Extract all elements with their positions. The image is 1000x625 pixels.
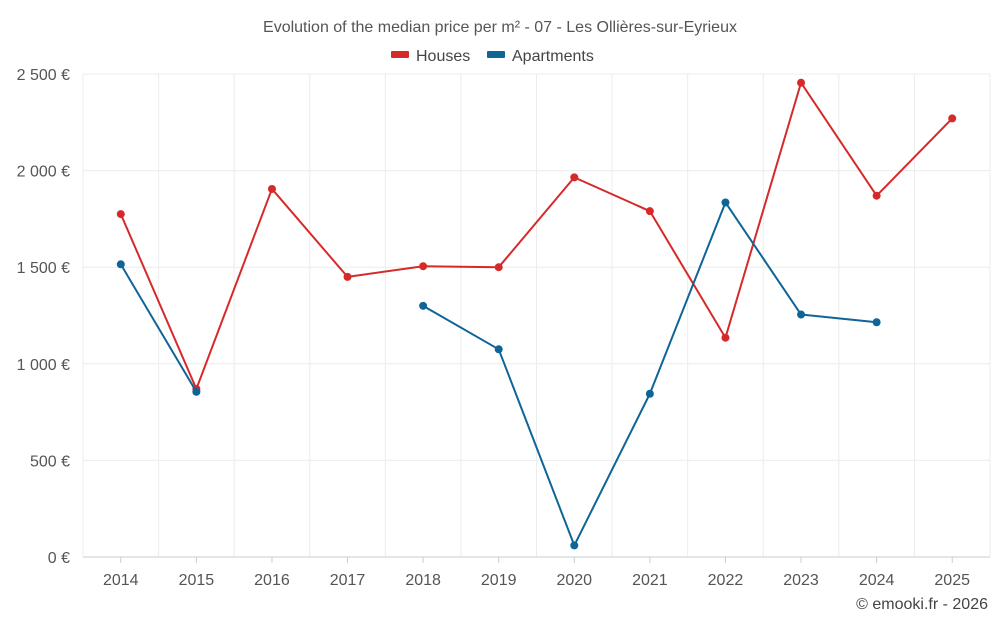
y-tick-label: 2 500 € bbox=[17, 67, 70, 84]
legend: Houses Apartments bbox=[391, 48, 594, 65]
data-point-houses[interactable] bbox=[721, 333, 730, 342]
data-point-apartments[interactable] bbox=[116, 260, 125, 269]
x-tick-label: 2023 bbox=[783, 572, 819, 589]
y-tick-label: 1 500 € bbox=[17, 260, 70, 277]
series-houses bbox=[116, 78, 957, 393]
x-tick-label: 2025 bbox=[934, 572, 970, 589]
x-tick-label: 2024 bbox=[859, 572, 895, 589]
data-point-houses[interactable] bbox=[116, 210, 125, 219]
data-point-houses[interactable] bbox=[267, 184, 276, 193]
credit-text: © emooki.fr - 2026 bbox=[856, 596, 988, 613]
series-line-houses bbox=[119, 81, 953, 390]
x-axis: 2014 2015 2016 2017 2018 2019 2020 2021 2022 2023… bbox=[103, 557, 970, 589]
data-point-houses[interactable] bbox=[872, 191, 881, 200]
legend-item-apartments[interactable]: Apartments bbox=[487, 48, 594, 65]
legend-swatch-apartments bbox=[487, 51, 505, 58]
legend-label-houses: Houses bbox=[416, 48, 470, 65]
x-tick-label: 2017 bbox=[330, 572, 366, 589]
grid bbox=[82, 73, 991, 558]
data-point-apartments[interactable] bbox=[419, 301, 428, 310]
y-axis: 0 € 500 € 1 000 € 1 500 € 2 000 € 2 500 € bbox=[17, 67, 70, 567]
x-tick-label: 2021 bbox=[632, 572, 668, 589]
legend-item-houses[interactable]: Houses bbox=[391, 48, 470, 65]
data-point-houses[interactable] bbox=[570, 173, 579, 182]
data-point-apartments[interactable] bbox=[645, 389, 654, 398]
x-tick-label: 2016 bbox=[254, 572, 290, 589]
data-point-apartments[interactable] bbox=[797, 310, 806, 319]
data-point-apartments[interactable] bbox=[570, 541, 579, 550]
data-point-houses[interactable] bbox=[419, 262, 428, 271]
data-point-houses[interactable] bbox=[494, 263, 503, 272]
x-tick-label: 2018 bbox=[405, 572, 441, 589]
data-point-apartments[interactable] bbox=[494, 345, 503, 354]
series-line-apartments bbox=[422, 201, 877, 547]
x-tick-label: 2014 bbox=[103, 572, 139, 589]
x-tick-label: 2019 bbox=[481, 572, 517, 589]
series-line-apartments bbox=[119, 263, 198, 393]
legend-label-apartments: Apartments bbox=[512, 48, 594, 65]
x-tick-label: 2020 bbox=[556, 572, 592, 589]
series-apartments bbox=[116, 198, 881, 550]
data-point-apartments[interactable] bbox=[192, 387, 201, 396]
y-tick-label: 0 € bbox=[48, 550, 70, 567]
data-point-houses[interactable] bbox=[645, 207, 654, 216]
legend-swatch-houses bbox=[391, 51, 409, 58]
data-point-houses[interactable] bbox=[797, 78, 806, 87]
chart-title: Evolution of the median price per m² - 0… bbox=[263, 19, 737, 36]
x-tick-label: 2015 bbox=[179, 572, 215, 589]
x-tick-label: 2022 bbox=[708, 572, 744, 589]
data-point-apartments[interactable] bbox=[721, 198, 730, 207]
y-tick-label: 500 € bbox=[30, 453, 70, 470]
data-point-houses[interactable] bbox=[948, 114, 957, 123]
y-tick-label: 1 000 € bbox=[17, 357, 70, 374]
data-point-apartments[interactable] bbox=[872, 318, 881, 327]
data-point-houses[interactable] bbox=[343, 272, 352, 281]
y-tick-label: 2 000 € bbox=[17, 164, 70, 181]
series-layer bbox=[116, 78, 957, 550]
